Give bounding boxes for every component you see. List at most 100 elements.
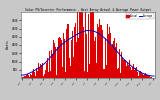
Bar xyxy=(37,71,38,78)
Bar xyxy=(119,49,120,78)
Bar xyxy=(46,63,47,78)
Bar xyxy=(98,27,99,78)
Bar xyxy=(116,43,117,78)
Bar xyxy=(96,63,97,78)
Bar xyxy=(136,67,137,78)
Bar xyxy=(99,19,100,78)
Bar xyxy=(55,47,56,78)
Bar xyxy=(26,76,27,78)
Bar xyxy=(72,31,73,78)
Bar xyxy=(135,68,136,78)
Bar xyxy=(111,46,112,78)
Bar xyxy=(71,40,72,78)
Bar xyxy=(24,76,25,78)
Bar xyxy=(104,69,105,78)
Bar xyxy=(61,40,62,78)
Bar xyxy=(140,70,141,78)
Bar xyxy=(22,77,23,78)
Bar xyxy=(100,25,101,78)
Bar xyxy=(122,58,123,78)
Bar xyxy=(79,9,80,78)
Bar xyxy=(89,64,90,78)
Bar xyxy=(115,47,116,78)
Legend: Actual, Average: Actual, Average xyxy=(126,13,154,19)
Bar xyxy=(42,63,43,78)
Bar xyxy=(51,50,52,78)
Bar xyxy=(132,67,133,78)
Bar xyxy=(141,73,142,78)
Bar xyxy=(49,51,50,78)
Bar xyxy=(66,29,67,78)
Bar xyxy=(58,39,59,78)
Bar xyxy=(103,69,104,78)
Bar xyxy=(117,42,118,78)
Bar xyxy=(31,75,32,78)
Bar xyxy=(125,58,126,78)
Bar xyxy=(113,41,114,78)
Bar xyxy=(105,38,106,78)
Bar xyxy=(85,9,86,78)
Bar xyxy=(75,23,76,78)
Bar xyxy=(83,27,84,78)
Bar xyxy=(29,77,30,78)
Bar xyxy=(84,71,85,78)
Bar xyxy=(142,74,143,78)
Bar xyxy=(121,51,122,78)
Bar xyxy=(106,65,107,78)
Bar xyxy=(88,14,89,78)
Bar xyxy=(80,9,81,78)
Bar xyxy=(102,30,103,78)
Bar xyxy=(131,70,132,78)
Bar xyxy=(114,38,115,78)
Bar xyxy=(65,72,66,78)
Bar xyxy=(40,64,41,78)
Bar xyxy=(92,9,93,78)
Bar xyxy=(130,67,131,78)
Bar xyxy=(94,41,95,78)
Bar xyxy=(48,72,49,78)
Bar xyxy=(91,9,92,78)
Bar xyxy=(108,34,109,78)
Bar xyxy=(69,58,70,78)
Bar xyxy=(73,57,74,78)
Y-axis label: Watts: Watts xyxy=(6,41,10,49)
Bar xyxy=(82,9,83,78)
Bar xyxy=(134,70,135,78)
Bar xyxy=(28,75,29,78)
Bar xyxy=(93,9,94,78)
Bar xyxy=(33,69,34,78)
Bar xyxy=(36,68,37,78)
Bar xyxy=(128,65,129,78)
Bar xyxy=(50,63,51,78)
Bar xyxy=(78,38,79,78)
Bar xyxy=(63,33,64,78)
Bar xyxy=(143,75,144,78)
Bar xyxy=(97,24,98,78)
Bar xyxy=(149,76,150,78)
Bar xyxy=(68,24,69,78)
Bar xyxy=(138,76,139,78)
Bar xyxy=(107,24,108,78)
Bar xyxy=(145,73,146,78)
Bar xyxy=(34,72,35,78)
Bar xyxy=(43,76,44,78)
Bar xyxy=(44,74,45,78)
Bar xyxy=(101,25,102,78)
Bar xyxy=(32,72,33,78)
Bar xyxy=(57,47,58,78)
Bar xyxy=(81,9,82,78)
Bar xyxy=(147,75,148,78)
Bar xyxy=(25,76,26,78)
Bar xyxy=(118,68,119,78)
Bar xyxy=(148,76,149,78)
Bar xyxy=(133,64,134,78)
Bar xyxy=(151,77,152,78)
Bar xyxy=(27,74,28,78)
Bar xyxy=(30,74,31,78)
Bar xyxy=(41,65,42,78)
Bar xyxy=(146,75,147,78)
Bar xyxy=(87,72,88,78)
Bar xyxy=(47,58,48,78)
Bar xyxy=(126,66,127,78)
Bar xyxy=(38,63,39,78)
